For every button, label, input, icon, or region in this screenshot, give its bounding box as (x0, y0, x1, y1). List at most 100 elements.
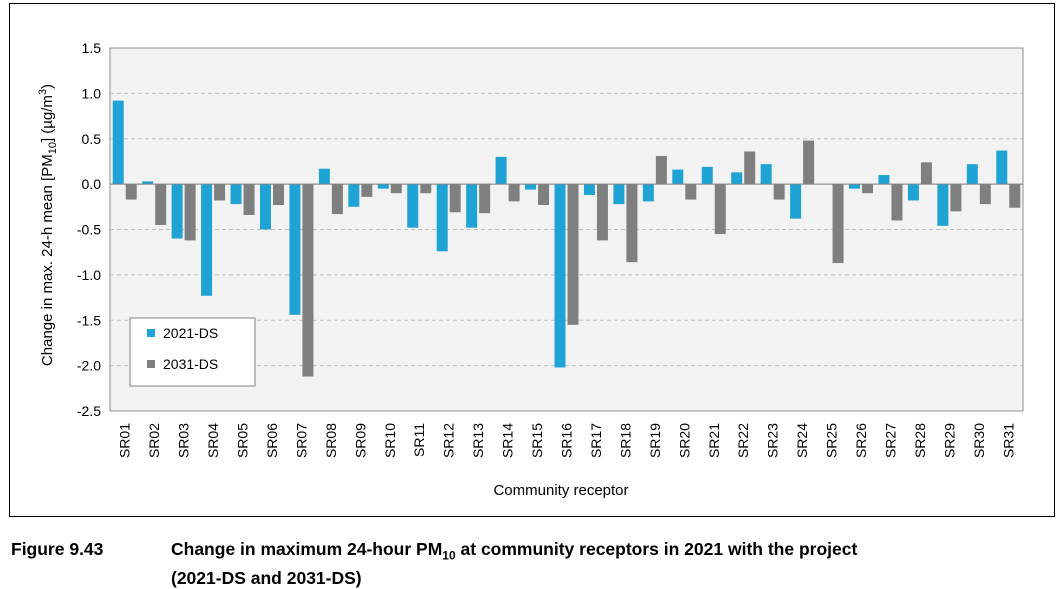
x-tick-label: SR29 (941, 423, 957, 458)
bar-2031-DS-SR08 (331, 184, 343, 215)
bar-2021-DS-SR29 (937, 184, 949, 226)
legend: 2021-DS 2031-DS (129, 317, 256, 387)
bar-2031-DS-SR25 (832, 184, 844, 264)
bar-2031-DS-SR20 (685, 184, 697, 200)
bar-2031-DS-SR22 (744, 151, 756, 185)
bar-2031-DS-SR23 (773, 184, 785, 200)
x-tick-label: SR02 (146, 423, 162, 458)
bar-2021-DS-SR06 (259, 184, 271, 230)
bar-2031-DS-SR24 (803, 140, 815, 185)
bar-2031-DS-SR21 (714, 184, 726, 235)
x-tick-label: SR12 (441, 423, 457, 458)
legend-swatch-2031-DS (147, 360, 155, 368)
legend-label-2031-DS: 2031-DS (163, 356, 218, 372)
bar-2031-DS-SR16 (567, 184, 579, 325)
y-tick-label: -2.0 (77, 358, 101, 374)
bar-2031-DS-SR17 (596, 184, 608, 241)
x-tick-label: SR21 (706, 423, 722, 458)
bar-2031-DS-SR19 (655, 155, 667, 185)
y-tick-label: 1.0 (82, 85, 102, 101)
x-tick-label: SR09 (352, 423, 368, 458)
bar-2031-DS-SR18 (626, 184, 638, 263)
x-tick-label: SR11 (411, 423, 427, 457)
bar-2031-DS-SR31 (1009, 184, 1021, 208)
bar-2021-DS-SR21 (701, 166, 713, 185)
bar-2031-DS-SR10 (390, 184, 402, 194)
bar-2021-DS-SR04 (201, 184, 213, 296)
x-tick-label: SR15 (529, 423, 545, 458)
bar-2021-DS-SR18 (613, 184, 625, 205)
bar-2031-DS-SR15 (538, 184, 550, 205)
y-axis-title: Change in max. 24-h mean [PM10] (µg/m3) (37, 84, 59, 366)
bar-2031-DS-SR07 (302, 184, 314, 377)
bar-2031-DS-SR12 (449, 184, 461, 213)
bar-2031-DS-SR27 (891, 184, 903, 221)
bar-2021-DS-SR23 (760, 164, 772, 185)
bar-2021-DS-SR22 (731, 172, 743, 185)
x-tick-label: SR10 (382, 423, 398, 458)
bars-group (112, 100, 1021, 377)
x-tick-label: SR31 (1000, 423, 1016, 458)
bar-2021-DS-SR19 (642, 184, 654, 202)
bar-2031-DS-SR05 (243, 184, 255, 215)
bar-2021-DS-SR03 (171, 184, 183, 239)
bar-2031-DS-SR13 (479, 184, 491, 214)
bar-2021-DS-SR09 (348, 184, 360, 207)
chart-frame: 1.5 1.0 0.5 0.0 -0.5 -1.0 -1.5 -2.0 -2.5 SR01 SR02… (9, 3, 1055, 517)
bar-2021-DS-SR26 (849, 184, 861, 189)
x-tick-label: SR20 (676, 423, 692, 458)
bar-2021-DS-SR28 (907, 184, 919, 201)
bar-2031-DS-SR04 (214, 184, 226, 201)
y-tick-label: 0.5 (82, 131, 102, 147)
bar-2031-DS-SR28 (920, 162, 932, 185)
bar-2021-DS-SR15 (525, 184, 537, 190)
x-axis-title: Community receptor (493, 482, 628, 499)
x-tick-label: SR27 (882, 423, 898, 458)
x-tick-label: SR04 (205, 423, 221, 458)
bar-2031-DS-SR30 (979, 184, 991, 205)
bar-2031-DS-SR14 (508, 184, 520, 202)
x-tick-label: SR23 (765, 423, 781, 458)
bar-2031-DS-SR29 (950, 184, 962, 212)
bar-2021-DS-SR11 (407, 184, 419, 228)
x-tick-label: SR06 (264, 423, 280, 458)
bar-2021-DS-SR10 (377, 184, 389, 189)
bar-2021-DS-SR31 (996, 150, 1008, 185)
x-tick-label: SR17 (588, 423, 604, 458)
x-tick-label: SR13 (470, 423, 486, 458)
x-tick-label: SR01 (117, 423, 133, 458)
legend-label-2021-DS: 2021-DS (163, 325, 218, 341)
bar-2031-DS-SR09 (361, 184, 373, 197)
y-tick-label: -2.5 (77, 403, 101, 419)
x-tick-label: SR25 (824, 423, 840, 458)
x-tick-label: SR28 (912, 423, 928, 458)
bar-2031-DS-SR02 (155, 184, 167, 225)
y-tick-label: -1.5 (77, 312, 101, 328)
y-tick-label: -1.0 (77, 267, 101, 283)
bar-2021-DS-SR16 (554, 184, 566, 368)
x-tick-label: SR14 (500, 423, 516, 458)
x-tick-label: SR05 (235, 423, 251, 458)
y-tick-label: -0.5 (77, 222, 101, 238)
bar-2031-DS-SR03 (184, 184, 196, 241)
x-tick-label: SR07 (293, 423, 309, 458)
bar-2021-DS-SR17 (583, 184, 595, 196)
bar-2021-DS-SR24 (790, 184, 802, 219)
bar-2021-DS-SR27 (878, 175, 890, 185)
bar-2021-DS-SR30 (966, 164, 978, 185)
x-tick-label: SR08 (323, 423, 339, 458)
x-tick-label: SR16 (559, 423, 575, 458)
x-tick-label: SR22 (735, 423, 751, 458)
x-tick-label: SR30 (971, 423, 987, 458)
y-tick-label: 1.5 (82, 40, 102, 56)
bar-2031-DS-SR01 (125, 184, 137, 200)
legend-swatch-2021-DS (147, 329, 155, 337)
bar-2021-DS-SR08 (318, 168, 330, 185)
axes-group: 1.5 1.0 0.5 0.0 -0.5 -1.0 -1.5 -2.0 -2.5 SR01 SR02… (77, 40, 1023, 458)
bar-2021-DS-SR20 (672, 169, 684, 185)
x-tick-label: SR18 (617, 423, 633, 458)
x-tick-label: SR26 (853, 423, 869, 458)
bar-2021-DS-SR02 (142, 181, 154, 185)
chart-svg: 1.5 1.0 0.5 0.0 -0.5 -1.0 -1.5 -2.0 -2.5 SR01 SR02… (37, 40, 1024, 499)
x-tick-label: SR19 (647, 423, 663, 458)
